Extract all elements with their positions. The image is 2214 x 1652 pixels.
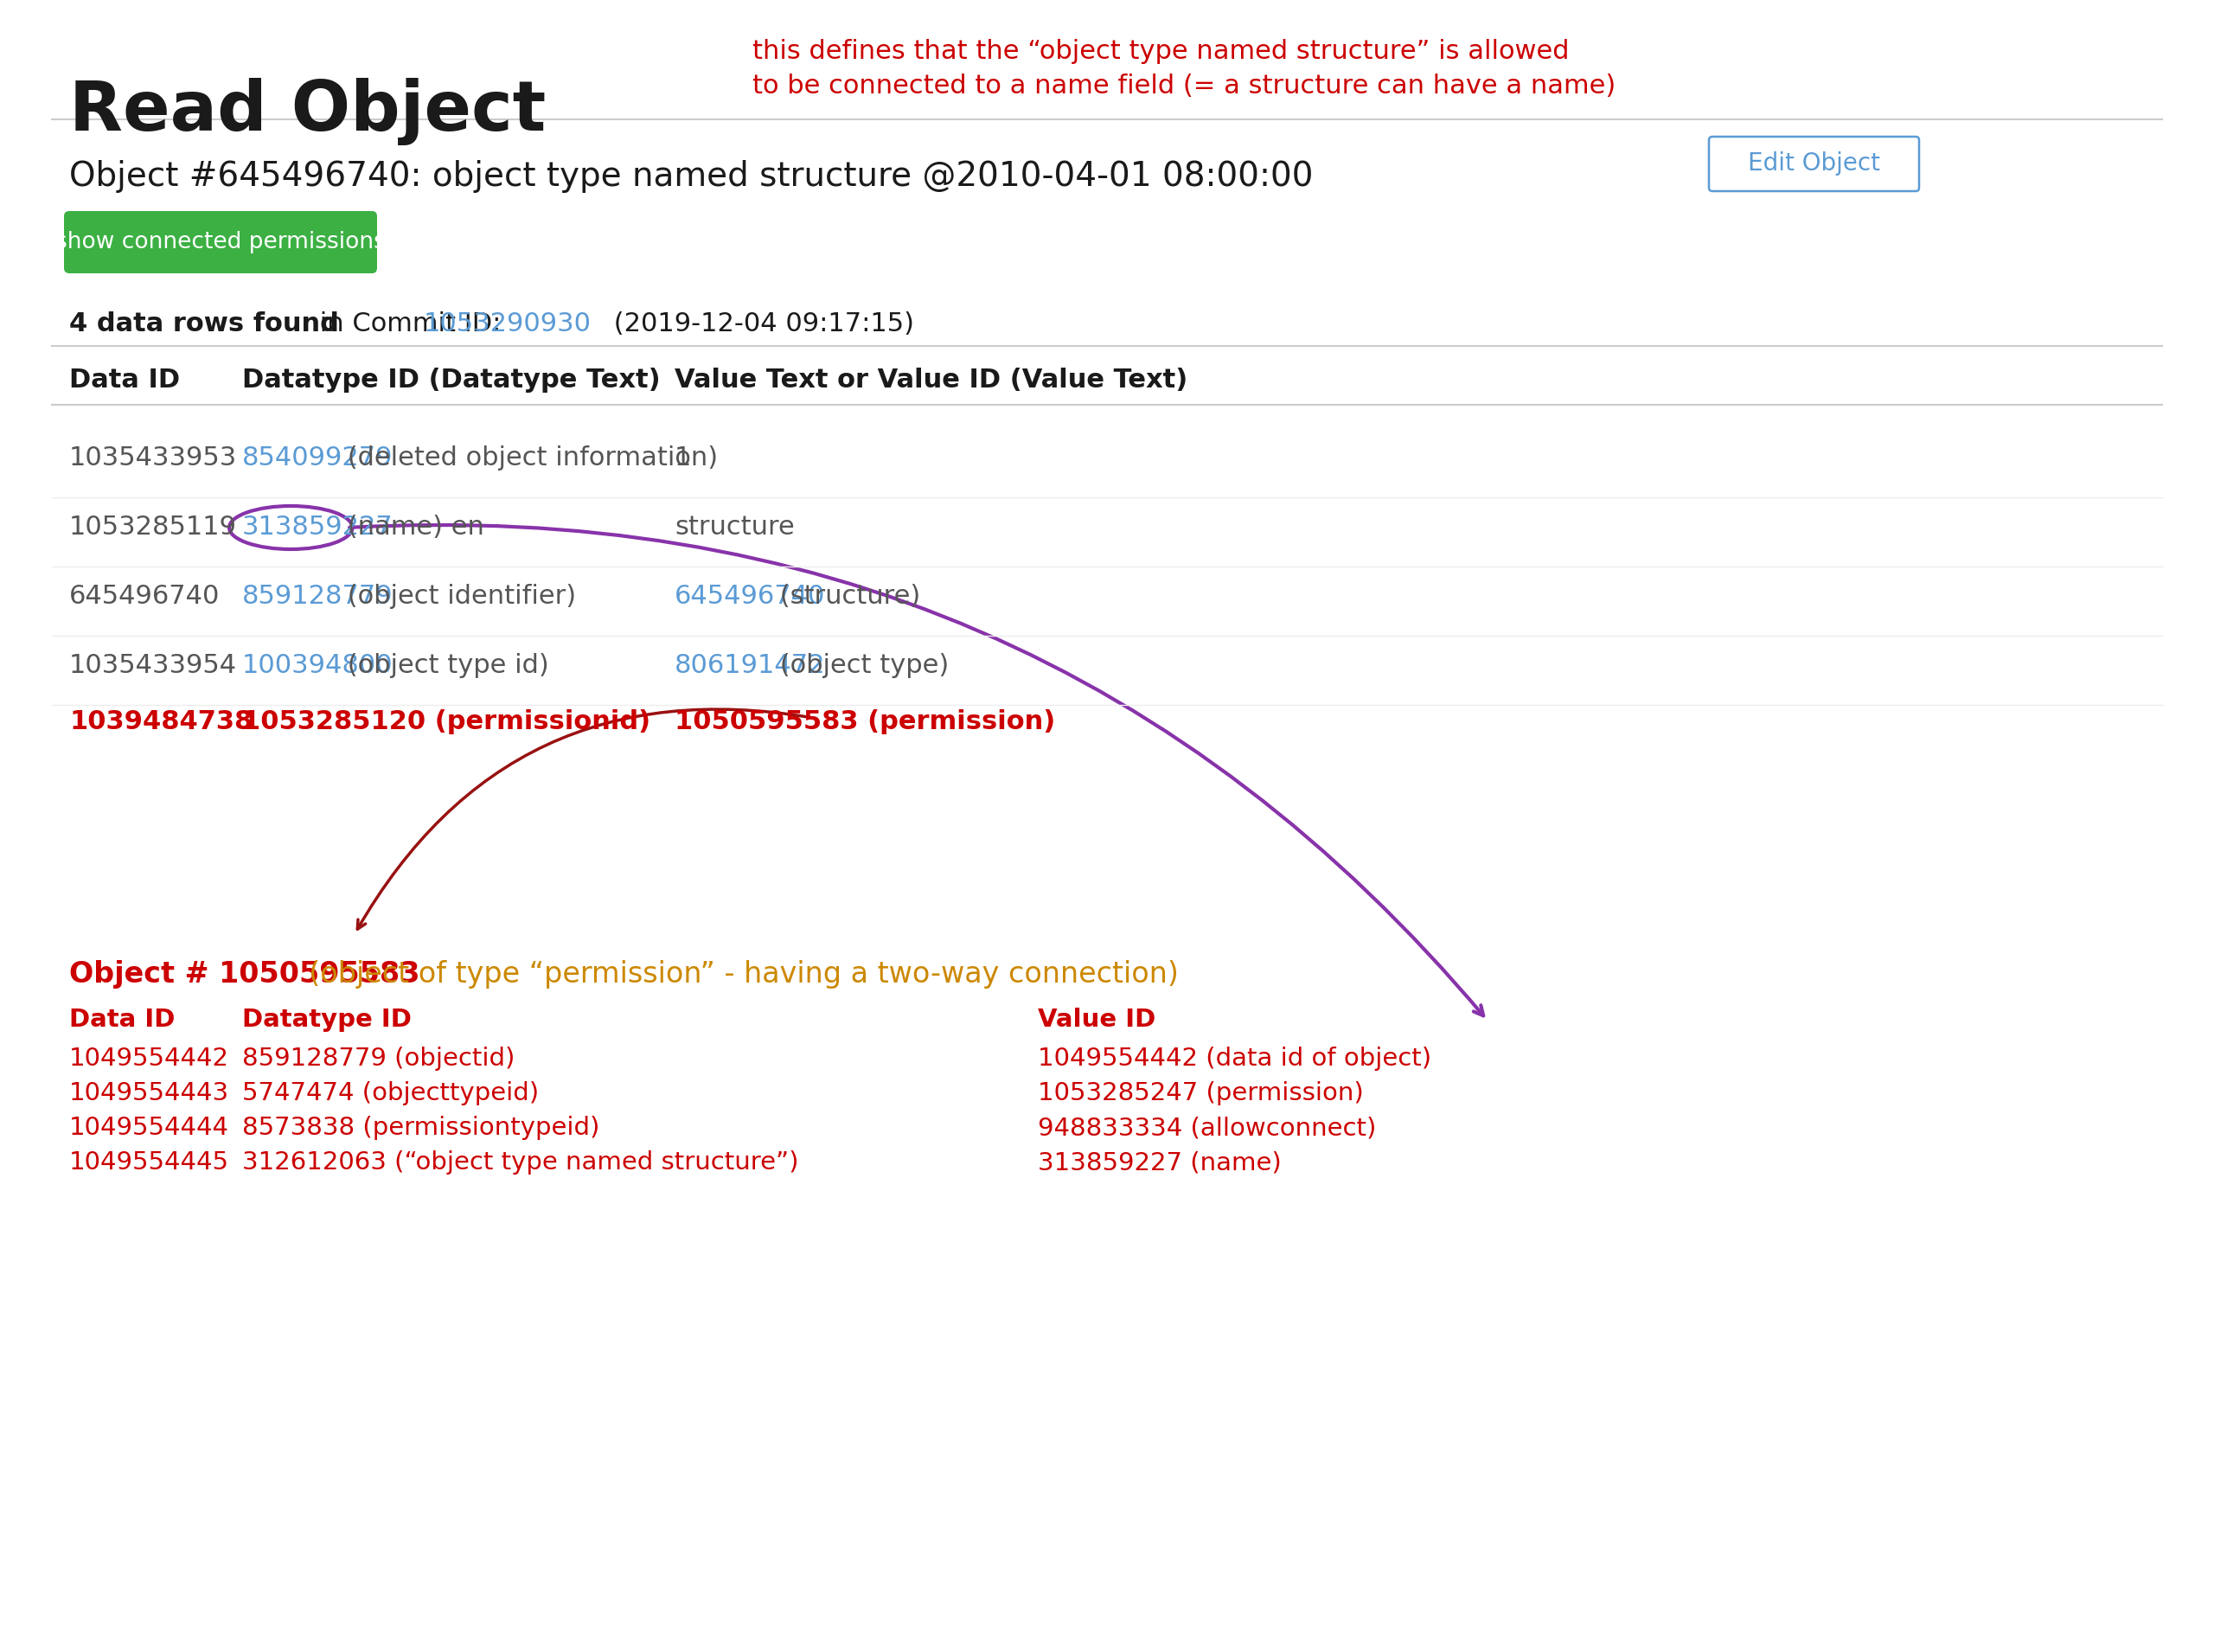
Text: 313859227 (name): 313859227 (name) — [1038, 1150, 1282, 1175]
Text: structure: structure — [675, 515, 795, 540]
Text: (structure): (structure) — [773, 585, 921, 610]
Text: 1039484738: 1039484738 — [69, 709, 252, 735]
FancyArrowPatch shape — [356, 709, 810, 928]
Text: 1050595583 (permission): 1050595583 (permission) — [675, 709, 1056, 735]
Text: 645496740: 645496740 — [69, 585, 219, 610]
Text: 313859227: 313859227 — [241, 515, 394, 540]
Text: this defines that the “object type named structure” is allowed: this defines that the “object type named… — [753, 40, 1570, 64]
FancyArrowPatch shape — [350, 525, 1483, 1016]
Text: 1053285119: 1053285119 — [69, 515, 237, 540]
Text: Datatype ID (Datatype Text): Datatype ID (Datatype Text) — [241, 368, 660, 393]
Text: (name) en: (name) en — [339, 515, 485, 540]
Text: 859128779: 859128779 — [241, 585, 394, 610]
Text: 645496740: 645496740 — [675, 585, 826, 610]
Text: 948833334 (allowconnect): 948833334 (allowconnect) — [1038, 1115, 1377, 1140]
Text: 1035433953: 1035433953 — [69, 446, 237, 471]
Text: Read Object: Read Object — [69, 78, 547, 145]
Text: 1053285120 (permissionid): 1053285120 (permissionid) — [241, 709, 651, 735]
Text: (deleted object information): (deleted object information) — [339, 446, 717, 471]
Text: 1053290930: 1053290930 — [423, 311, 591, 337]
Text: 312612063 (“object type named structure”): 312612063 (“object type named structure”… — [241, 1150, 799, 1175]
Text: Value ID: Value ID — [1038, 1008, 1156, 1032]
Text: 1035433954: 1035433954 — [69, 654, 237, 679]
Text: 854099279: 854099279 — [241, 446, 394, 471]
Text: Data ID: Data ID — [69, 368, 179, 393]
Text: (object identifier): (object identifier) — [339, 585, 576, 610]
Text: Object #645496740: object type named structure @2010-04-01 08:00:00: Object #645496740: object type named str… — [69, 160, 1313, 193]
Text: 1049554442 (data id of object): 1049554442 (data id of object) — [1038, 1047, 1432, 1070]
Text: 1049554444: 1049554444 — [69, 1115, 230, 1140]
Text: (object type id): (object type id) — [339, 654, 549, 679]
Text: 4 data rows found: 4 data rows found — [69, 311, 339, 337]
Text: 1049554442: 1049554442 — [69, 1047, 230, 1070]
Text: 8573838 (permissiontypeid): 8573838 (permissiontypeid) — [241, 1115, 600, 1140]
Text: 806191472: 806191472 — [675, 654, 826, 679]
Text: 1053285247 (permission): 1053285247 (permission) — [1038, 1080, 1364, 1105]
FancyBboxPatch shape — [64, 211, 376, 273]
Text: 1049554443: 1049554443 — [69, 1080, 230, 1105]
Text: 5747474 (objecttypeid): 5747474 (objecttypeid) — [241, 1080, 538, 1105]
Text: Edit Object: Edit Object — [1747, 152, 1880, 177]
Text: 100394800: 100394800 — [241, 654, 394, 679]
Text: Object # 1050595583: Object # 1050595583 — [69, 960, 421, 988]
Text: 859128779 (objectid): 859128779 (objectid) — [241, 1047, 516, 1070]
Text: 1: 1 — [675, 446, 691, 471]
FancyBboxPatch shape — [1709, 137, 1920, 192]
Text: to be connected to a name field (= a structure can have a name): to be connected to a name field (= a str… — [753, 74, 1616, 99]
Text: Value Text or Value ID (Value Text): Value Text or Value ID (Value Text) — [675, 368, 1187, 393]
Text: in Commit ID:: in Commit ID: — [312, 311, 509, 337]
Text: 1049554445: 1049554445 — [69, 1150, 230, 1175]
Text: Datatype ID: Datatype ID — [241, 1008, 412, 1032]
Text: (2019-12-04 09:17:15): (2019-12-04 09:17:15) — [604, 311, 914, 337]
Text: Data ID: Data ID — [69, 1008, 175, 1032]
Text: (object type): (object type) — [773, 654, 950, 679]
Text: (object of type “permission” - having a two-way connection): (object of type “permission” - having a … — [290, 960, 1180, 988]
Text: show connected permissions: show connected permissions — [55, 231, 385, 253]
